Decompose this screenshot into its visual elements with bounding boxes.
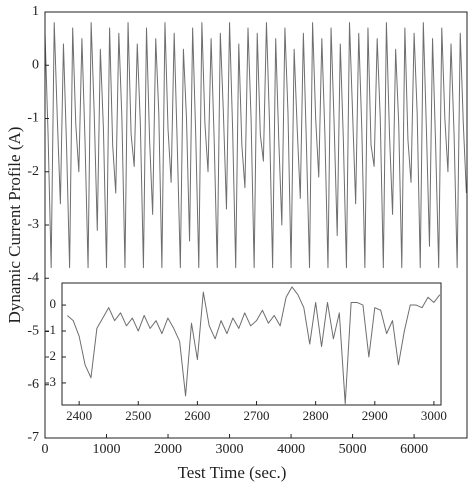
x-tick-label: 3000: [421, 408, 447, 423]
x-tick-label: 1000: [93, 442, 121, 457]
x-tick-label: 2500: [125, 408, 151, 423]
y-tick-label: -3: [27, 217, 39, 232]
plot-group: [45, 22, 467, 269]
x-tick-label: 3000: [216, 442, 244, 457]
y-tick-label: 0: [50, 296, 57, 311]
plot-group: [66, 286, 441, 405]
x-tick-label: 2900: [362, 408, 388, 423]
x-tick-label: 5000: [339, 442, 367, 457]
x-tick-label: 2600: [184, 408, 210, 423]
y-tick-label: -2: [27, 164, 39, 179]
y-tick-label: -4: [27, 270, 39, 285]
y-tick-label: -5: [27, 324, 39, 339]
x-tick-label: 0: [42, 442, 49, 457]
x-tick-label: 2400: [66, 408, 92, 423]
y-tick-label: -7: [27, 430, 39, 445]
y-tick-label: -6: [27, 377, 39, 392]
y-tick-label: -1: [45, 322, 56, 337]
y-tick-label: -3: [45, 374, 56, 389]
y-tick-label: -2: [45, 348, 56, 363]
x-tick-label: 4000: [277, 442, 305, 457]
y-tick-label: 0: [32, 57, 39, 72]
x-tick-label: 2700: [244, 408, 270, 423]
x-tick-label: 2000: [154, 442, 182, 457]
x-tick-label: 6000: [400, 442, 428, 457]
y-tick-label: -1: [27, 111, 39, 126]
inset-chart: 2400 2500 2600 2700 2800 2900 3000 0 -1 -2 -3: [45, 282, 447, 423]
y-tick-label: 1: [32, 4, 39, 19]
x-tick-label: 2800: [303, 408, 329, 423]
data-line: [45, 22, 467, 269]
data-line: [66, 286, 441, 405]
y-axis-label: Dynamic Current Profile (A): [5, 127, 24, 324]
plot-area: [62, 283, 441, 405]
x-axis-label: Test Time (sec.): [178, 463, 287, 482]
plot-frame: [61, 282, 442, 406]
